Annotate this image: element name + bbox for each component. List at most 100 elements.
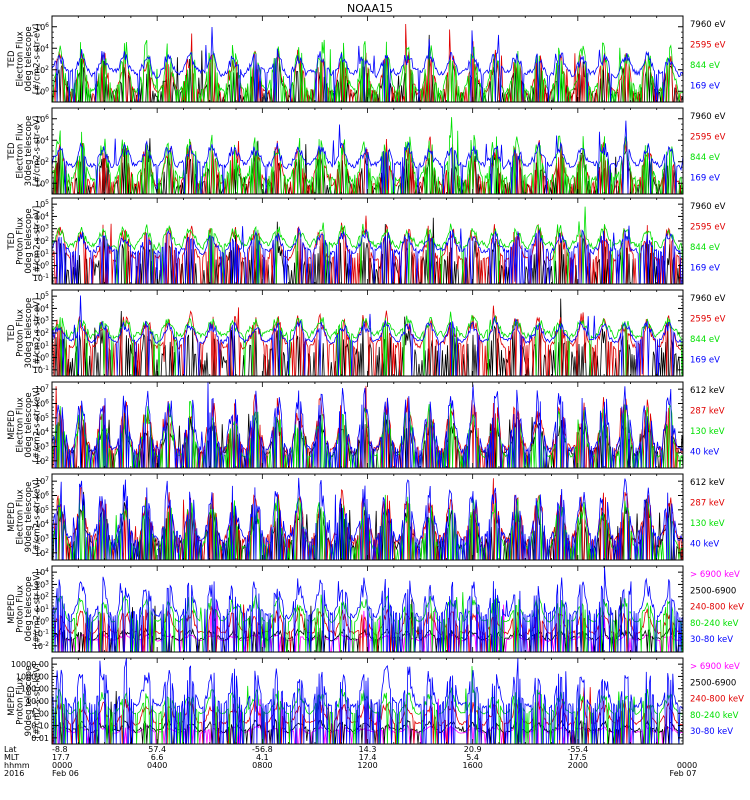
y-tick-label: 103 <box>35 316 49 326</box>
y-tick-label: 103 <box>35 579 49 589</box>
legend-entry: 130 keV <box>690 427 725 437</box>
x-tick-value: Feb 06 <box>52 769 79 778</box>
legend-entry: 2595 eV <box>690 315 726 325</box>
y-axis-label-line: [#/cm2-s-str-keV] <box>33 572 43 647</box>
legend-entry: 80-240 keV <box>690 619 739 629</box>
y-tick-label: 102 <box>35 548 49 558</box>
y-tick-label: 105 <box>35 505 49 515</box>
y-tick-label: 103 <box>35 534 49 544</box>
y-tick-label: 104 <box>35 427 49 437</box>
x-tick-value: -8.8 <box>52 745 68 754</box>
y-axis-label-line: 0deg telescope <box>24 392 34 457</box>
series-line-4 <box>51 477 684 561</box>
x-tick-value: 1200 <box>357 761 377 770</box>
y-tick-label: 102 <box>35 456 49 466</box>
y-tick-label: 10-1 <box>33 273 49 283</box>
legend-entry: 844 eV <box>690 243 720 253</box>
legend-entry: 130 keV <box>690 519 725 529</box>
x-tick-value: 5.4 <box>466 753 479 762</box>
legend-entry: 80-240 keV <box>690 711 739 721</box>
y-tick-label: 107 <box>35 476 49 486</box>
x-row-label: Lat <box>4 745 17 754</box>
x-row-label: hhmm <box>4 761 30 770</box>
series-line-4 <box>51 295 684 377</box>
y-tick-label: 104 <box>35 303 49 313</box>
series-line-2 <box>51 385 684 469</box>
y-axis-label-line: 90deg telescope <box>24 666 34 737</box>
y-axis-label-line: TED <box>7 232 17 251</box>
y-tick-label: 0.10 <box>31 722 49 731</box>
legend-entry: 240-800 keV <box>690 695 744 705</box>
y-tick-label: 10000.00 <box>11 660 49 669</box>
series-line-5 <box>51 565 684 653</box>
y-axis-label-line: [#/cm2-s-str-keV] <box>33 388 43 463</box>
y-tick-label: 103 <box>35 224 49 234</box>
y-axis-label-line: 0deg telescope <box>24 208 34 273</box>
chart-title: NOAA15 <box>347 2 393 15</box>
y-axis-label-line: TED <box>7 324 17 343</box>
series-line-5 <box>51 657 684 745</box>
series-line-3 <box>51 311 684 377</box>
y-axis-label-line: Proton Flux <box>16 677 26 725</box>
x-tick-value: 17.4 <box>359 753 377 762</box>
y-tick-label: 102 <box>35 592 49 602</box>
y-axis-label-line: MEPED <box>7 686 17 716</box>
legend-entry: 844 eV <box>690 335 720 345</box>
legend-entry: 287 keV <box>690 407 725 417</box>
y-tick-label: 10-1 <box>33 629 49 639</box>
y-axis-label-line: 0deg telescope <box>24 576 34 641</box>
x-tick-value: 0000 <box>52 761 72 770</box>
series-line-2 <box>52 23 683 103</box>
x-tick-value: 57.4 <box>148 745 166 754</box>
y-tick-label: 10-1 <box>33 365 49 375</box>
y-tick-label: 107 <box>35 384 49 394</box>
legend-entry: 844 eV <box>690 153 720 163</box>
y-tick-label: 1000.00 <box>16 672 49 681</box>
y-axis-label-line: [#/cm2-s-str-eV] <box>33 206 43 276</box>
legend-entry: 169 eV <box>690 82 720 92</box>
y-axis-label-line: MEPED <box>7 502 17 532</box>
y-tick-label: 106 <box>35 114 49 124</box>
legend-entry: 40 keV <box>690 448 719 458</box>
y-tick-label: 102 <box>35 65 49 75</box>
legend-entry: 844 eV <box>690 61 720 71</box>
y-tick-label: 1.00 <box>31 709 49 718</box>
legend-entry: 2595 eV <box>690 41 726 51</box>
panel-8: 10000.001000.00100.0010.001.000.100.01ME… <box>7 657 744 745</box>
x-tick-value: 4.1 <box>256 753 269 762</box>
y-axis-label-line: Electron Flux <box>16 123 26 178</box>
x-tick-value: 17.5 <box>569 753 587 762</box>
y-tick-label: 104 <box>35 43 49 53</box>
y-tick-label: 105 <box>35 413 49 423</box>
y-axis-label-line: 30deg telescope <box>24 298 34 369</box>
legend-entry: 2595 eV <box>690 223 726 233</box>
legend-entry: 7960 eV <box>690 202 726 212</box>
y-tick-label: 105 <box>35 199 49 209</box>
y-tick-label: 101 <box>35 340 49 350</box>
y-tick-label: 104 <box>35 519 49 529</box>
y-axis-label-line: [#/cm2-s-str-eV] <box>33 298 43 368</box>
y-tick-label: 102 <box>35 328 49 338</box>
y-axis-label-line: MEPED <box>7 410 17 440</box>
y-axis-label-line: [#/cm2-s-str-keV] <box>33 664 43 739</box>
legend-entry: 2500-6900 <box>690 678 736 688</box>
x-tick-value: 0800 <box>252 761 272 770</box>
y-axis-label-line: 90deg telescope <box>24 482 34 553</box>
series-line-4 <box>51 26 684 103</box>
y-tick-label: 106 <box>35 491 49 501</box>
legend-entry: > 6900 keV <box>690 570 740 580</box>
legend-entry: 169 eV <box>690 264 720 274</box>
